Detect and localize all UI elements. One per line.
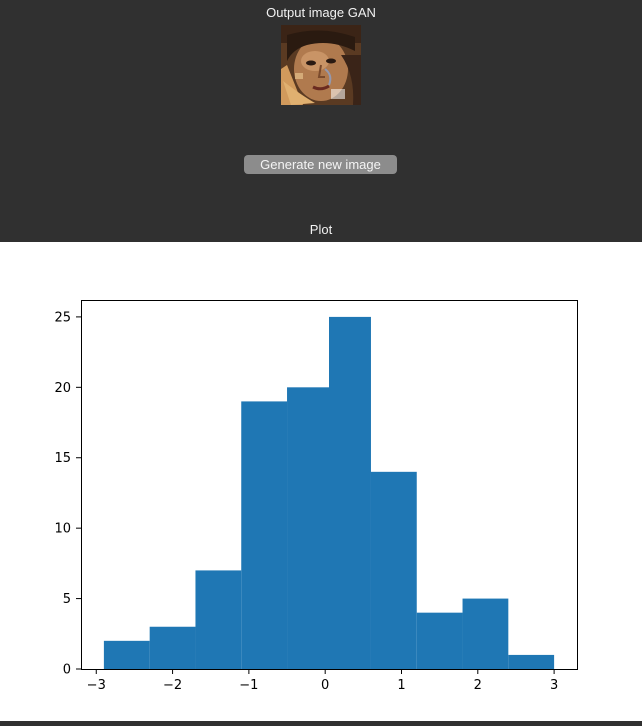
plot-panel: −3 −2 −1 0 1 2 3 0 5 10 15 20 25	[0, 242, 642, 721]
x-tick-label: 2	[474, 678, 482, 693]
x-tick-label: −3	[87, 678, 106, 693]
y-axis-ticks: 0 5 10 15 20 25	[54, 310, 81, 678]
histogram-bar	[329, 316, 371, 669]
y-tick-label: 15	[54, 451, 71, 466]
histogram-bar	[370, 471, 417, 669]
generate-new-image-button[interactable]: Generate new image	[244, 155, 397, 174]
x-tick-label: −1	[239, 678, 258, 693]
y-tick-label: 25	[54, 310, 71, 325]
histogram-chart: −3 −2 −1 0 1 2 3 0 5 10 15 20 25	[54, 300, 578, 693]
y-tick-label: 20	[54, 381, 71, 396]
histogram-bar	[195, 570, 242, 669]
histogram-bar	[241, 401, 288, 669]
bars-group	[103, 316, 555, 669]
histogram-bar	[508, 654, 555, 669]
x-tick-label: 3	[550, 678, 558, 693]
x-tick-label: 1	[397, 678, 405, 693]
axes-frame	[81, 300, 578, 670]
y-tick-label: 0	[63, 663, 71, 678]
x-axis-ticks: −3 −2 −1 0 1 2 3	[87, 669, 558, 693]
generated-face-image	[281, 25, 361, 105]
histogram-bar	[462, 598, 509, 669]
histogram-bar	[287, 387, 329, 669]
x-tick-label: 0	[321, 678, 329, 693]
y-tick-label: 10	[54, 522, 71, 537]
histogram-bar	[149, 626, 196, 669]
gan-output-image	[281, 25, 361, 105]
gan-output-title: Output image GAN	[266, 5, 376, 20]
plot-title: Plot	[309, 222, 333, 237]
histogram-bar	[103, 640, 150, 669]
histogram-bar	[416, 612, 463, 669]
y-tick-label: 5	[63, 592, 71, 607]
x-tick-label: −2	[163, 678, 182, 693]
